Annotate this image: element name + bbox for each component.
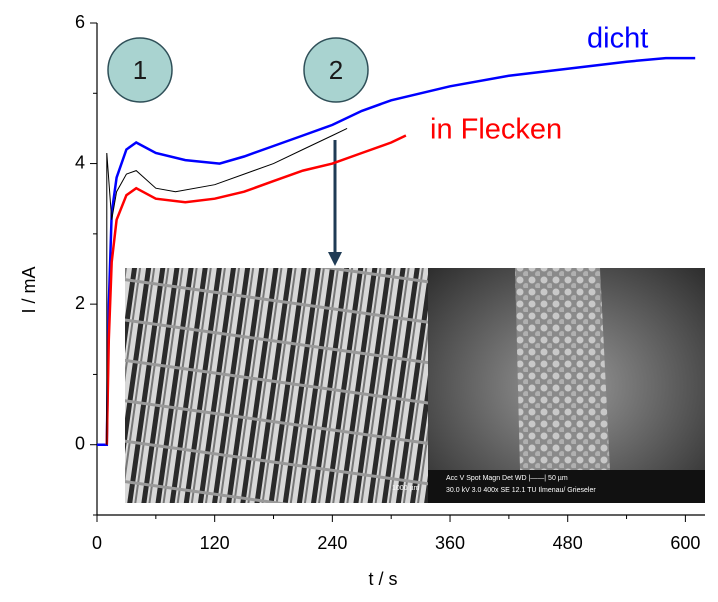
- step-label: 2: [329, 55, 343, 85]
- x-tick-label: 600: [670, 533, 700, 553]
- y-tick-label: 6: [75, 12, 85, 32]
- y-axis-label: I / mA: [19, 266, 39, 313]
- x-axis-label: t / s: [368, 569, 397, 589]
- x-tick-label: 360: [435, 533, 465, 553]
- legend-label: in Flecken: [430, 114, 562, 146]
- arrow-head: [328, 252, 342, 266]
- photo-fabric: [125, 268, 428, 503]
- legend-label: dicht: [587, 23, 648, 55]
- y-tick-label: 4: [75, 152, 85, 172]
- arrow: [328, 140, 342, 266]
- image-label: 1000 µm: [392, 485, 420, 492]
- photo-sem-fiber: [515, 268, 610, 470]
- photos: 1000 µm Acc V Spot Magn Det WD |——| 50 µ…: [125, 268, 705, 503]
- x-tick-label: 0: [92, 533, 102, 553]
- y-tick-label: 0: [75, 433, 85, 453]
- x-tick-label: 120: [200, 533, 230, 553]
- y-tick-label: 2: [75, 293, 85, 313]
- x-tick-label: 240: [317, 533, 347, 553]
- x-tick-label: 480: [553, 533, 583, 553]
- image-label: Acc V Spot Magn Det WD |——| 50 µm: [446, 475, 568, 482]
- image-label: 30.0 kV 3.0 400x SE 12.1 TU Ilmenau/ Gri…: [446, 487, 596, 494]
- chart: 1000 µm Acc V Spot Magn Det WD |——| 50 µ…: [0, 0, 718, 597]
- step-label: 1: [133, 55, 147, 85]
